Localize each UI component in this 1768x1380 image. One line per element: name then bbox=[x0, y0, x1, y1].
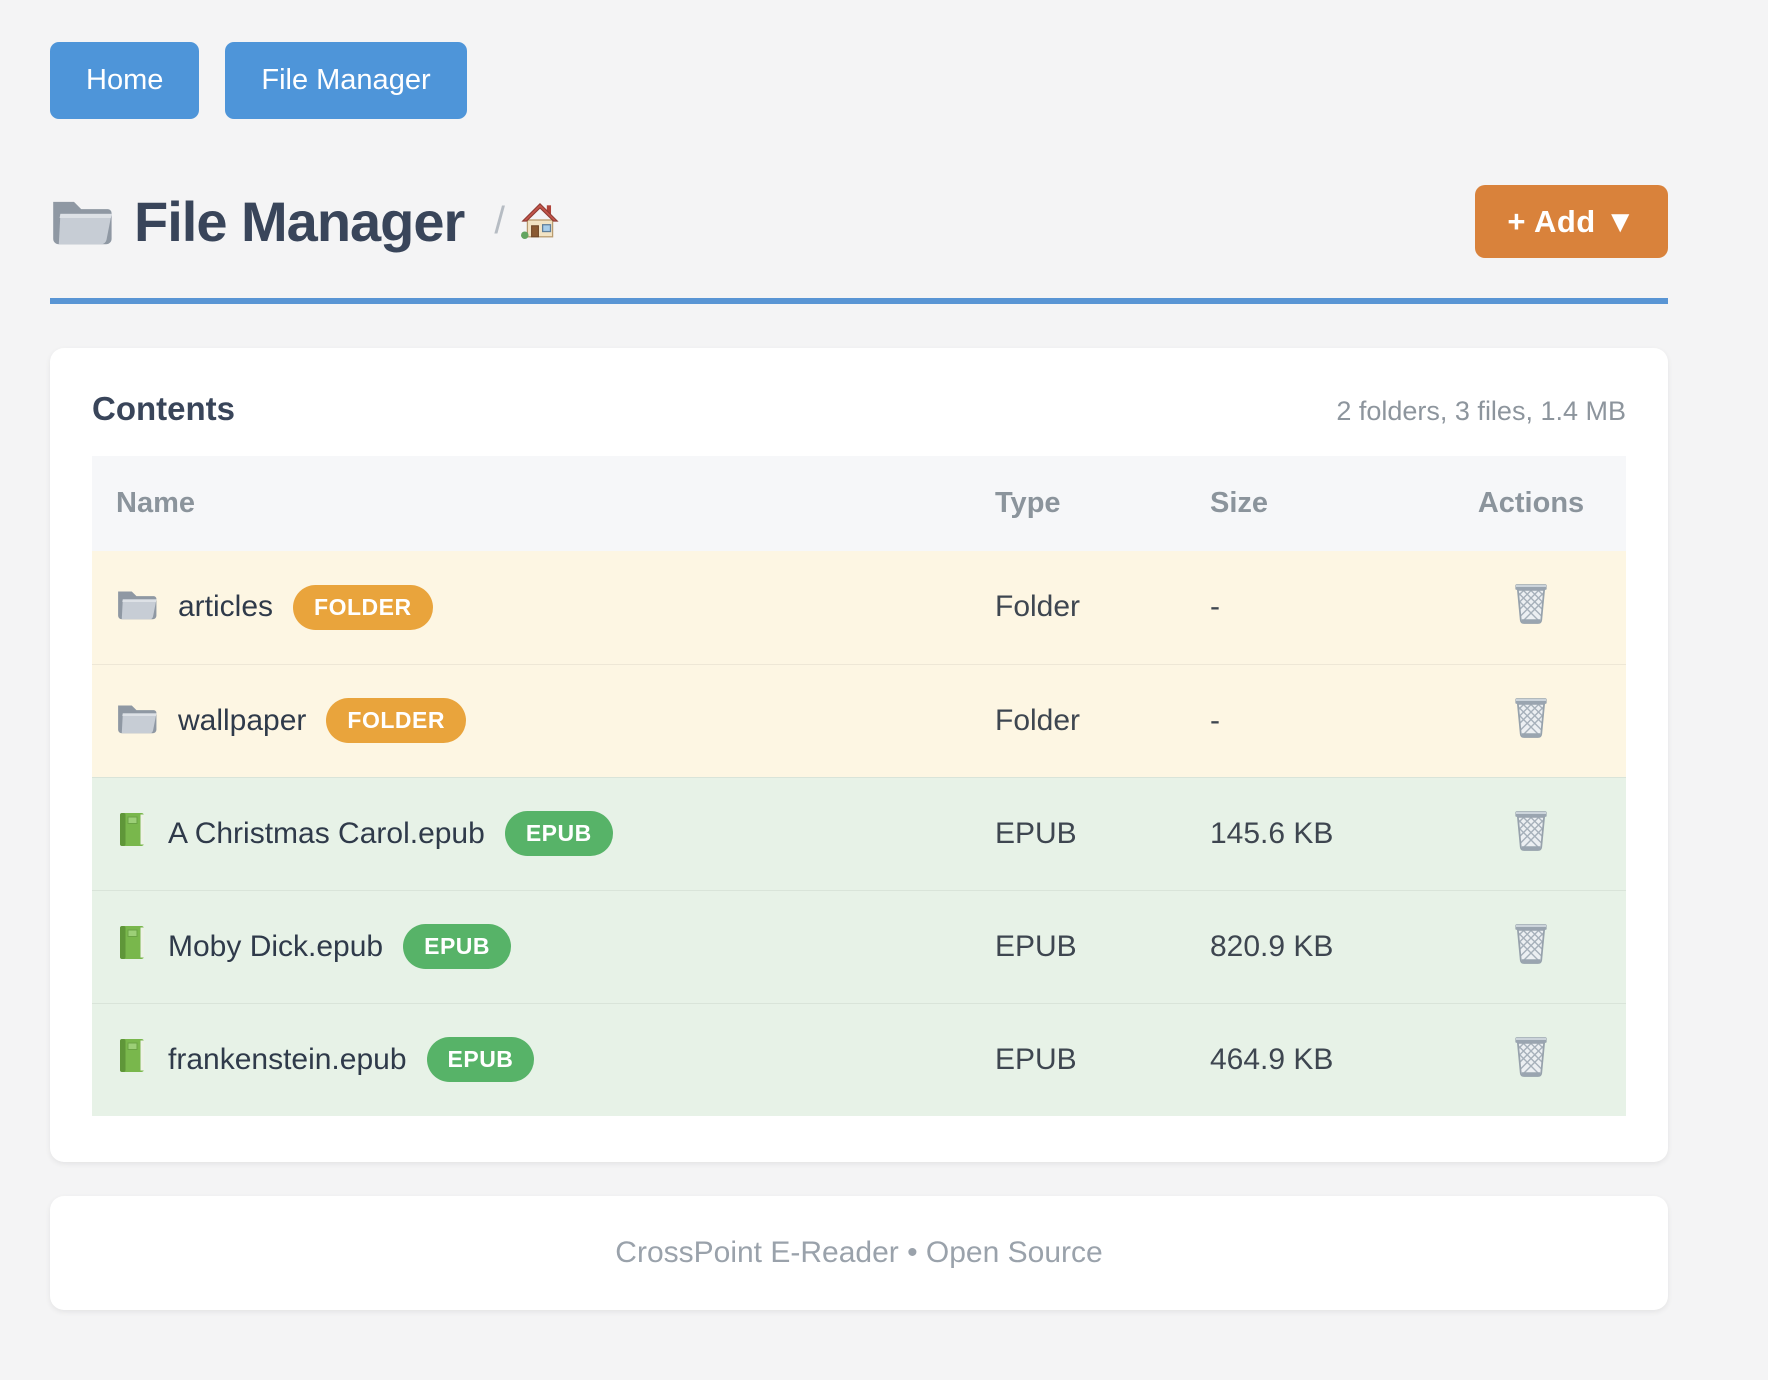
file-name[interactable]: A Christmas Carol.epub bbox=[168, 816, 485, 850]
delete-button[interactable] bbox=[1511, 920, 1551, 966]
file-manager-page: Home File Manager File Manager / + Add ▼… bbox=[50, 42, 1668, 1310]
footer: CrossPoint E-Reader • Open Source bbox=[50, 1196, 1668, 1310]
add-button[interactable]: + Add ▼ bbox=[1475, 185, 1668, 258]
type-badge: FOLDER bbox=[326, 698, 466, 743]
breadcrumb-separator: / bbox=[494, 200, 505, 242]
file-name[interactable]: Moby Dick.epub bbox=[168, 929, 384, 963]
file-name[interactable]: wallpaper bbox=[178, 703, 307, 737]
contents-summary: 2 folders, 3 files, 1.4 MB bbox=[1336, 396, 1626, 426]
size-cell: - bbox=[1186, 663, 1436, 777]
type-cell: Folder bbox=[971, 551, 1186, 664]
trash-icon bbox=[1511, 1067, 1551, 1082]
trash-icon bbox=[1511, 728, 1551, 743]
size-cell: 820.9 KB bbox=[1186, 889, 1436, 1003]
size-cell: 464.9 KB bbox=[1186, 1002, 1436, 1116]
home-nav-button[interactable]: Home bbox=[50, 42, 200, 119]
type-cell: EPUB bbox=[971, 1002, 1186, 1116]
column-header-name: Name bbox=[92, 456, 971, 551]
page-title: File Manager bbox=[134, 190, 465, 253]
table-header-row: Name Type Size Actions bbox=[92, 456, 1626, 551]
type-cell: EPUB bbox=[971, 889, 1186, 1003]
type-badge: EPUB bbox=[504, 811, 613, 856]
trash-icon bbox=[1511, 954, 1551, 969]
house-icon bbox=[519, 199, 561, 244]
breadcrumb-home-link[interactable] bbox=[519, 199, 561, 244]
table-row[interactable]: frankenstein.epub EPUB EPUB 464.9 KB bbox=[92, 1002, 1626, 1116]
table-body: articles FOLDER Folder - wallpaper bbox=[92, 551, 1626, 1116]
folder-icon bbox=[50, 192, 114, 252]
column-header-size: Size bbox=[1186, 456, 1436, 551]
table-row[interactable]: articles FOLDER Folder - bbox=[92, 551, 1626, 664]
size-cell: - bbox=[1186, 551, 1436, 664]
contents-heading: Contents bbox=[92, 390, 235, 427]
breadcrumb: / bbox=[494, 199, 561, 244]
type-badge: EPUB bbox=[403, 924, 512, 969]
type-badge: EPUB bbox=[426, 1037, 535, 1083]
type-badge: FOLDER bbox=[293, 584, 433, 630]
type-cell: EPUB bbox=[971, 776, 1186, 890]
file-table: Name Type Size Actions articles FOLDER F… bbox=[92, 456, 1626, 1116]
green-book-icon bbox=[116, 811, 148, 857]
delete-button[interactable] bbox=[1511, 694, 1551, 740]
table-row[interactable]: wallpaper FOLDER Folder - bbox=[92, 663, 1626, 777]
delete-button[interactable] bbox=[1511, 807, 1551, 853]
footer-text: CrossPoint E-Reader • Open Source bbox=[615, 1236, 1103, 1269]
top-nav: Home File Manager bbox=[50, 42, 1668, 119]
file-name[interactable]: frankenstein.epub bbox=[168, 1042, 407, 1076]
green-book-icon bbox=[116, 924, 148, 970]
green-book-icon bbox=[116, 1037, 148, 1083]
trash-icon bbox=[1511, 614, 1551, 629]
size-cell: 145.6 KB bbox=[1186, 776, 1436, 890]
delete-button[interactable] bbox=[1511, 1033, 1551, 1079]
folder-icon bbox=[116, 699, 158, 743]
file-name[interactable]: articles bbox=[178, 590, 274, 624]
contents-card: Contents 2 folders, 3 files, 1.4 MB Name… bbox=[50, 348, 1668, 1162]
column-header-type: Type bbox=[971, 456, 1186, 551]
trash-icon bbox=[1511, 841, 1551, 856]
delete-button[interactable] bbox=[1511, 580, 1551, 626]
page-header: File Manager / + Add ▼ bbox=[50, 185, 1668, 258]
column-header-actions: Actions bbox=[1436, 456, 1626, 551]
table-row[interactable]: Moby Dick.epub EPUB EPUB 820.9 KB bbox=[92, 889, 1626, 1003]
folder-icon bbox=[116, 585, 158, 629]
file-manager-nav-button[interactable]: File Manager bbox=[225, 42, 467, 119]
header-divider bbox=[50, 298, 1668, 304]
type-cell: Folder bbox=[971, 663, 1186, 777]
table-row[interactable]: A Christmas Carol.epub EPUB EPUB 145.6 K… bbox=[92, 776, 1626, 890]
